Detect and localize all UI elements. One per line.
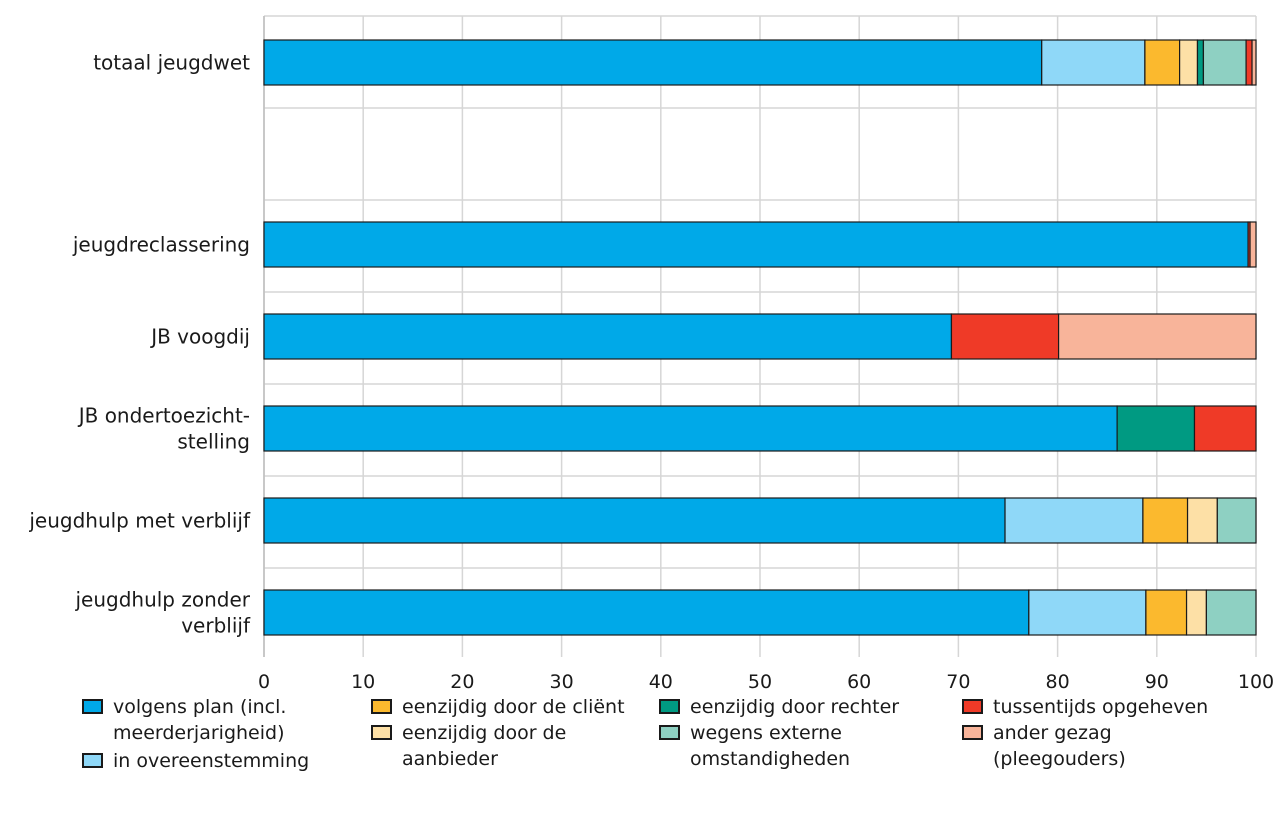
legend-swatch [371, 699, 392, 714]
x-tick-label-10: 10 [351, 671, 375, 690]
bar-segment-row5-series3 [1186, 497, 1218, 544]
bar-segment-row2-series7 [1249, 221, 1257, 268]
legend-item-1: in overeenstemming [82, 748, 309, 774]
grid-lines [263, 15, 1257, 657]
x-tick-label-40: 40 [649, 671, 673, 690]
x-tick-label-80: 80 [1046, 671, 1070, 690]
bar-segment-row3-series0 [263, 313, 953, 360]
bar-segment-row4-series0 [263, 405, 1118, 452]
legend-label: in overeenstemming [113, 750, 310, 772]
bar-segment-row5-series0 [263, 497, 1006, 544]
legend-swatch [659, 725, 680, 740]
legend-swatch [659, 699, 680, 714]
legend-item-3: eenzijdig door de aanbieder [371, 720, 566, 772]
legend-item-2: eenzijdig door de cliënt [371, 694, 625, 720]
stacked-bar-chart: 0 10 20 30 40 50 60 70 80 90 100 totaal jeugdwet je… [28, 15, 1274, 690]
bar-segment-row5-series1 [1004, 497, 1144, 544]
bar-segment-row5-series2 [1142, 497, 1189, 544]
bar-segment-row0-series5 [1202, 39, 1247, 86]
legend-item-0: volgens plan (incl. meerderjarigheid) [82, 694, 286, 746]
legend-item-4: eenzijdig door rechter [659, 694, 899, 720]
category-label: jeugdhulp zonder verblijf [74, 588, 250, 638]
bars [263, 39, 1257, 636]
legend-swatch [82, 753, 103, 768]
bar-segment-row0-series1 [1041, 39, 1146, 86]
bar-segment-row3-series7 [1057, 313, 1257, 360]
legend-label: tussentijds opgeheven [993, 696, 1209, 718]
bar-segment-row5-series5 [1216, 497, 1257, 544]
bar-segment-row0-series7 [1251, 39, 1257, 86]
x-tick-label-0: 0 [258, 671, 270, 690]
bar-segment-row0-series2 [1144, 39, 1181, 86]
x-tick-label-30: 30 [550, 671, 574, 690]
legend-label: volgens plan (incl. meerderjarigheid) [113, 696, 287, 744]
bar-segment-row4-series6 [1193, 405, 1257, 452]
legend-label: ander gezag (pleegouders) [993, 722, 1126, 770]
bar-segment-row0-series4 [1196, 39, 1205, 86]
bar-segment-row0-series0 [263, 39, 1043, 86]
legend-swatch [371, 725, 392, 740]
bar-segment-row6-series0 [263, 589, 1030, 636]
legend-label: wegens externe omstandigheden [690, 722, 851, 770]
x-axis: 0 10 20 30 40 50 60 70 80 90 100 [258, 671, 1274, 690]
bar-segment-row4-series4 [1116, 405, 1196, 452]
x-tick-label-20: 20 [450, 671, 474, 690]
bar-segment-row6-series3 [1185, 589, 1208, 636]
x-tick-label-90: 90 [1145, 671, 1169, 690]
bar-segment-row6-series1 [1028, 589, 1147, 636]
category-label: jeugdhulp met verblijf [28, 509, 251, 533]
legend-swatch [962, 699, 983, 714]
bar-segment-row2-series0 [263, 221, 1249, 268]
category-label: JB voogdij [149, 325, 250, 349]
bar-segment-row0-series6 [1245, 39, 1253, 86]
legend-label: eenzijdig door rechter [690, 696, 900, 718]
category-labels: totaal jeugdwet jeugdreclassering JB voogd… [28, 51, 251, 638]
bar-segment-row6-series2 [1145, 589, 1188, 636]
legend-item-7: ander gezag (pleegouders) [962, 720, 1126, 772]
legend-item-6: tussentijds opgeheven [962, 694, 1208, 720]
category-label: JB ondertoezicht-stelling [77, 404, 250, 454]
category-label: jeugdreclassering [72, 233, 250, 257]
category-label: totaal jeugdwet [93, 51, 250, 75]
bar-segment-row6-series5 [1205, 589, 1257, 636]
x-tick-label-60: 60 [847, 671, 871, 690]
bar-segment-row0-series3 [1179, 39, 1199, 86]
legend-label: eenzijdig door de cliënt [402, 696, 625, 718]
x-tick-label-100: 100 [1238, 671, 1274, 690]
legend-swatch [82, 699, 103, 714]
legend-item-5: wegens externe omstandigheden [659, 720, 850, 772]
legend-label: eenzijdig door de aanbieder [402, 722, 567, 770]
legend: volgens plan (incl. meerderjarigheid) in … [0, 694, 1274, 819]
legend-swatch [962, 725, 983, 740]
x-tick-label-70: 70 [946, 671, 970, 690]
x-tick-label-50: 50 [748, 671, 772, 690]
bar-segment-row3-series6 [950, 313, 1060, 360]
